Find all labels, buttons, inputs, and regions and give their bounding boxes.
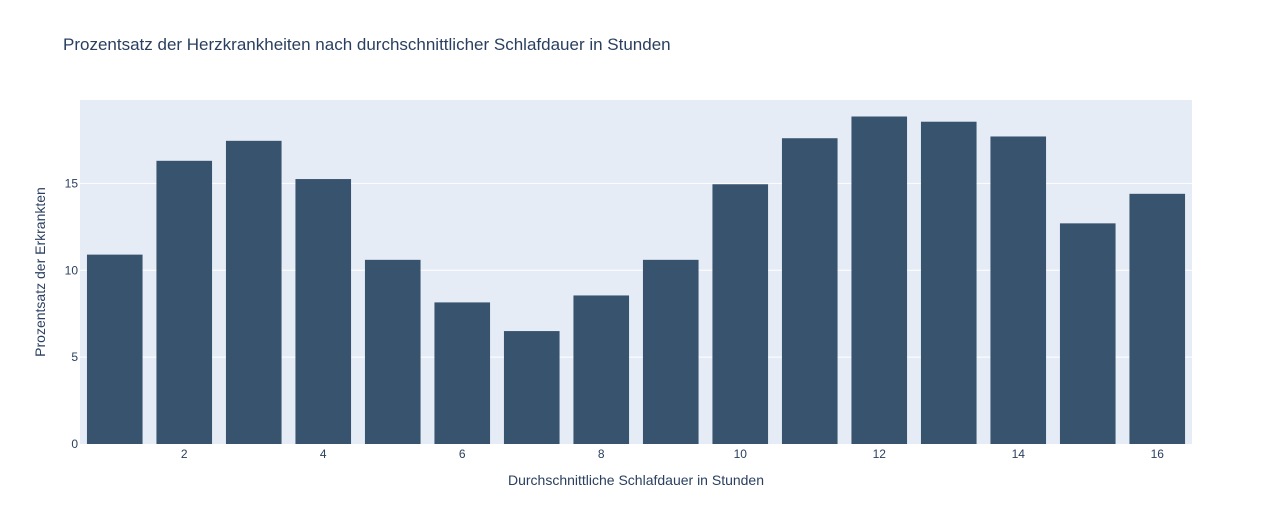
bar-8[interactable] [573, 295, 630, 444]
bar-2[interactable] [156, 160, 213, 444]
chart-title: Prozentsatz der Herzkrankheiten nach dur… [63, 35, 671, 54]
bar-3[interactable] [225, 140, 282, 444]
bar-1[interactable] [86, 254, 143, 444]
x-tick-label: 12 [873, 447, 887, 461]
bar-6[interactable] [434, 302, 491, 444]
y-axis-title: Prozentsatz der Erkrankten [32, 187, 48, 357]
x-tick-label: 6 [459, 447, 466, 461]
bar-11[interactable] [781, 138, 838, 444]
x-tick-label: 16 [1151, 447, 1165, 461]
x-tick-label: 8 [598, 447, 605, 461]
y-axis-ticks: 0 5 10 15 [65, 176, 79, 451]
x-tick-label: 10 [734, 447, 748, 461]
bars [86, 116, 1186, 445]
bar-15[interactable] [1059, 223, 1116, 444]
bar-9[interactable] [642, 259, 699, 444]
y-tick-label: 15 [65, 176, 79, 190]
bar-4[interactable] [295, 179, 352, 444]
x-tick-label: 2 [181, 447, 188, 461]
x-tick-label: 4 [320, 447, 327, 461]
bar-14[interactable] [990, 136, 1047, 444]
bar-7[interactable] [503, 331, 560, 444]
bar-13[interactable] [920, 121, 977, 445]
x-axis-title: Durchschnittliche Schlafdauer in Stunden [508, 472, 764, 488]
bar-12[interactable] [851, 116, 908, 444]
bar-10[interactable] [712, 184, 769, 444]
bar-5[interactable] [364, 259, 421, 444]
bar-16[interactable] [1129, 193, 1186, 444]
x-axis-ticks: 2 4 6 8 10 12 14 16 [181, 447, 1164, 461]
x-tick-label: 14 [1012, 447, 1026, 461]
y-tick-label: 5 [71, 350, 78, 364]
y-tick-label: 0 [71, 437, 78, 451]
y-tick-label: 10 [65, 263, 79, 277]
